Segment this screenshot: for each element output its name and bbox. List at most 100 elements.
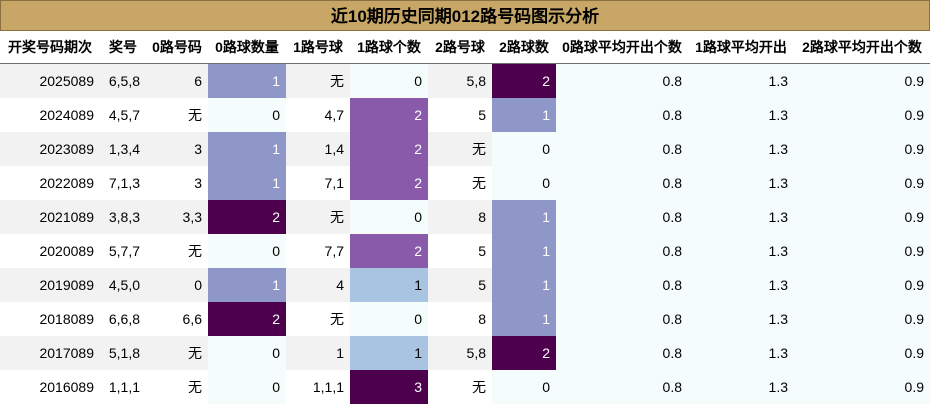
cell-route2-count: 0 <box>492 370 556 404</box>
cell-route1-avg: 1.3 <box>688 234 794 268</box>
cell-route1-avg: 1.3 <box>688 63 794 98</box>
header-route2-avg: 2路球平均开出个数 <box>794 31 930 64</box>
cell-issue: 2020089 <box>0 234 100 268</box>
cell-route2-count: 1 <box>492 200 556 234</box>
cell-route2-count: 1 <box>492 234 556 268</box>
cell-route0-count: 0 <box>208 336 286 370</box>
cell-route2-nums: 无 <box>428 370 492 404</box>
cell-route0-count: 2 <box>208 302 286 336</box>
cell-issue: 2023089 <box>0 132 100 166</box>
cell-nums: 1,3,4 <box>100 132 146 166</box>
cell-route2-avg: 0.9 <box>794 200 930 234</box>
cell-route2-nums: 5,8 <box>428 336 492 370</box>
cell-route1-avg: 1.3 <box>688 268 794 302</box>
cell-issue: 2021089 <box>0 200 100 234</box>
header-issue: 开奖号码期次 <box>0 31 100 64</box>
cell-route2-nums: 无 <box>428 132 492 166</box>
cell-route0-nums: 无 <box>146 370 208 404</box>
cell-route2-nums: 8 <box>428 302 492 336</box>
cell-route2-count: 0 <box>492 166 556 200</box>
cell-route1-count: 2 <box>350 98 428 132</box>
cell-route1-nums: 无 <box>286 302 350 336</box>
cell-route1-count: 3 <box>350 370 428 404</box>
cell-route2-nums: 8 <box>428 200 492 234</box>
cell-issue: 2022089 <box>0 166 100 200</box>
cell-route1-count: 2 <box>350 166 428 200</box>
cell-route0-avg: 0.8 <box>556 166 688 200</box>
cell-route0-count: 2 <box>208 200 286 234</box>
cell-route0-count: 0 <box>208 98 286 132</box>
cell-route0-nums: 无 <box>146 98 208 132</box>
cell-route0-nums: 3 <box>146 166 208 200</box>
cell-nums: 3,8,3 <box>100 200 146 234</box>
table-row: 2023089 1,3,4 3 1 1,4 2 无 0 0.8 1.3 0.9 <box>0 132 930 166</box>
history-table: 开奖号码期次 奖号 0路号码 0路球数量 1路号球 1路球个数 2路号球 2路球… <box>0 31 930 404</box>
header-route0-avg: 0路球平均开出个数 <box>556 31 688 64</box>
cell-route1-count: 2 <box>350 234 428 268</box>
cell-route2-avg: 0.9 <box>794 166 930 200</box>
cell-route0-nums: 3,3 <box>146 200 208 234</box>
cell-route2-avg: 0.9 <box>794 370 930 404</box>
cell-route2-count: 1 <box>492 302 556 336</box>
cell-issue: 2024089 <box>0 98 100 132</box>
cell-route1-nums: 无 <box>286 63 350 98</box>
cell-route1-nums: 1,4 <box>286 132 350 166</box>
cell-route0-count: 0 <box>208 370 286 404</box>
cell-route2-count: 2 <box>492 336 556 370</box>
cell-route1-nums: 7,1 <box>286 166 350 200</box>
cell-issue: 2018089 <box>0 302 100 336</box>
cell-route1-count: 1 <box>350 268 428 302</box>
cell-route0-avg: 0.8 <box>556 370 688 404</box>
table-row: 2022089 7,1,3 3 1 7,1 2 无 0 0.8 1.3 0.9 <box>0 166 930 200</box>
cell-route0-avg: 0.8 <box>556 200 688 234</box>
table-row: 2020089 5,7,7 无 0 7,7 2 5 1 0.8 1.3 0.9 <box>0 234 930 268</box>
cell-route0-avg: 0.8 <box>556 268 688 302</box>
cell-route0-nums: 6 <box>146 63 208 98</box>
cell-issue: 2019089 <box>0 268 100 302</box>
cell-route0-count: 1 <box>208 132 286 166</box>
header-row: 开奖号码期次 奖号 0路号码 0路球数量 1路号球 1路球个数 2路号球 2路球… <box>0 31 930 64</box>
cell-route1-avg: 1.3 <box>688 370 794 404</box>
cell-route1-nums: 无 <box>286 200 350 234</box>
cell-route2-avg: 0.9 <box>794 268 930 302</box>
cell-issue: 2017089 <box>0 336 100 370</box>
cell-route2-nums: 5,8 <box>428 63 492 98</box>
header-route0-count: 0路球数量 <box>208 31 286 64</box>
cell-issue: 2016089 <box>0 370 100 404</box>
table-row: 2024089 4,5,7 无 0 4,7 2 5 1 0.8 1.3 0.9 <box>0 98 930 132</box>
cell-route0-nums: 0 <box>146 268 208 302</box>
header-nums: 奖号 <box>100 31 146 64</box>
header-route1-count: 1路球个数 <box>350 31 428 64</box>
table-title: 近10期历史同期012路号码图示分析 <box>0 0 930 31</box>
header-route2-nums: 2路号球 <box>428 31 492 64</box>
cell-route1-nums: 1 <box>286 336 350 370</box>
cell-route1-avg: 1.3 <box>688 200 794 234</box>
cell-route1-avg: 1.3 <box>688 166 794 200</box>
cell-route2-avg: 0.9 <box>794 132 930 166</box>
cell-route0-avg: 0.8 <box>556 234 688 268</box>
cell-route2-count: 0 <box>492 132 556 166</box>
cell-route1-count: 0 <box>350 63 428 98</box>
cell-nums: 5,1,8 <box>100 336 146 370</box>
cell-route1-avg: 1.3 <box>688 336 794 370</box>
cell-route2-avg: 0.9 <box>794 336 930 370</box>
header-route2-count: 2路球数 <box>492 31 556 64</box>
table-row: 2017089 5,1,8 无 0 1 1 5,8 2 0.8 1.3 0.9 <box>0 336 930 370</box>
cell-route0-count: 1 <box>208 63 286 98</box>
cell-route1-nums: 4,7 <box>286 98 350 132</box>
cell-nums: 4,5,0 <box>100 268 146 302</box>
cell-nums: 4,5,7 <box>100 98 146 132</box>
cell-route1-count: 2 <box>350 132 428 166</box>
cell-nums: 6,6,8 <box>100 302 146 336</box>
cell-nums: 1,1,1 <box>100 370 146 404</box>
cell-route2-avg: 0.9 <box>794 302 930 336</box>
cell-route2-nums: 5 <box>428 98 492 132</box>
cell-route1-avg: 1.3 <box>688 302 794 336</box>
cell-route1-nums: 1,1,1 <box>286 370 350 404</box>
cell-route2-avg: 0.9 <box>794 98 930 132</box>
cell-route0-nums: 6,6 <box>146 302 208 336</box>
cell-route0-nums: 3 <box>146 132 208 166</box>
cell-route2-avg: 0.9 <box>794 234 930 268</box>
cell-route1-count: 1 <box>350 336 428 370</box>
cell-route1-count: 0 <box>350 302 428 336</box>
